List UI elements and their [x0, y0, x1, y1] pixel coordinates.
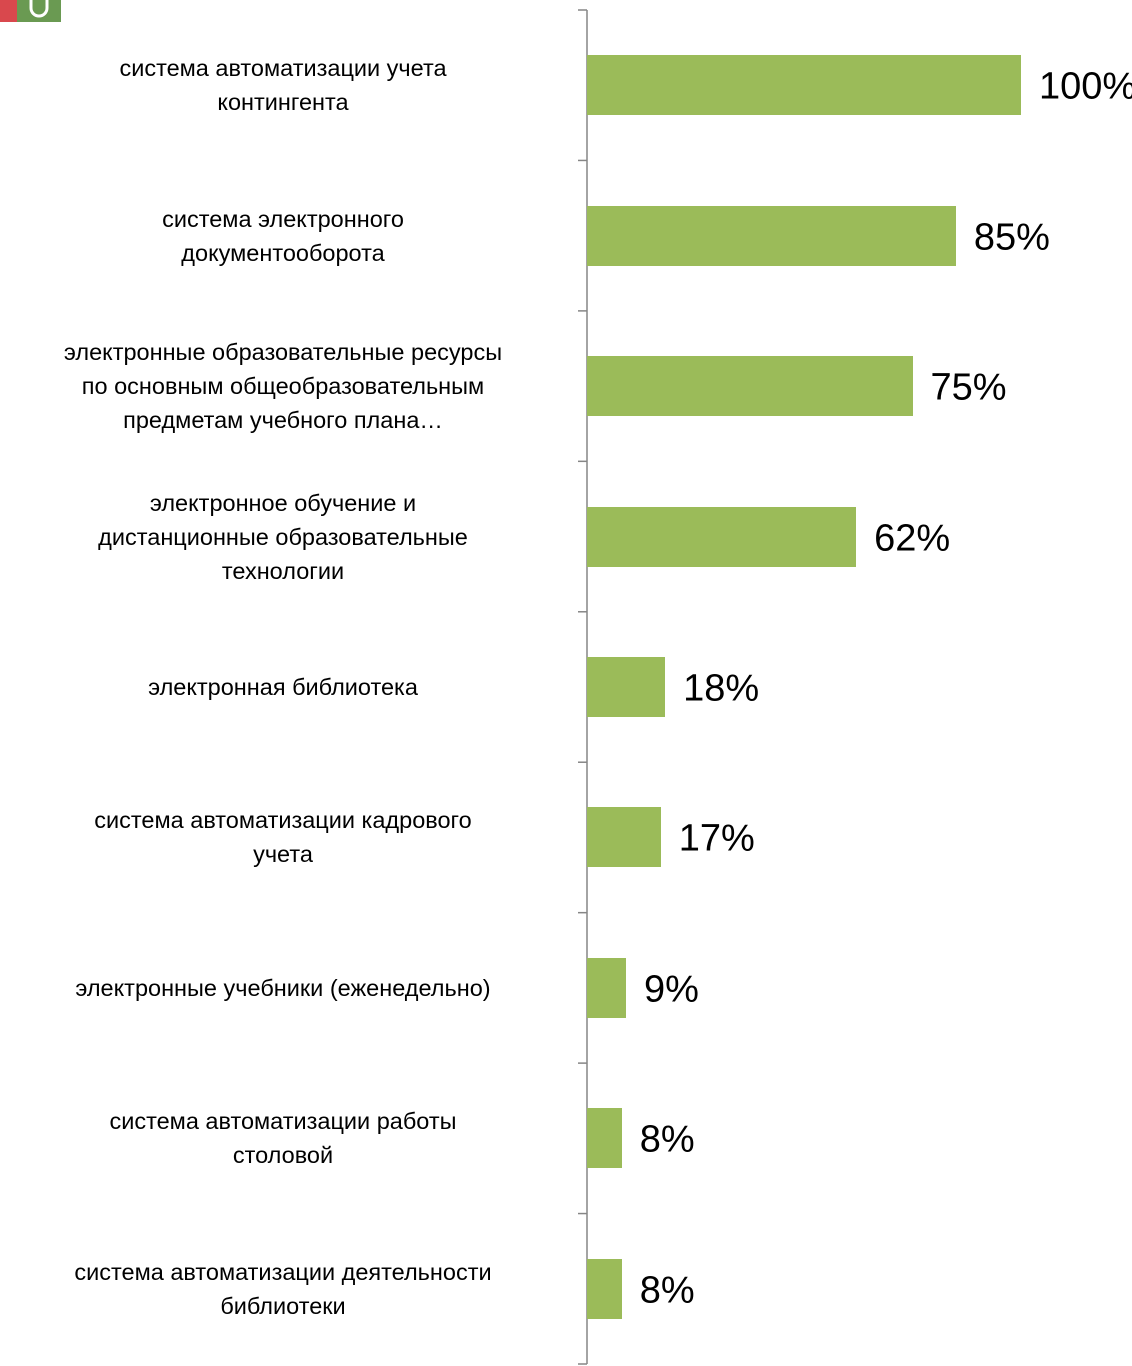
- value-label: 18%: [683, 667, 760, 710]
- category-label: электронная библиотека: [148, 674, 418, 700]
- bar: [587, 657, 666, 717]
- bar: [587, 1108, 622, 1169]
- logo-mark: [29, 0, 49, 18]
- logo-green: [17, 0, 61, 22]
- value-label: 75%: [930, 366, 1007, 409]
- bar: [587, 807, 661, 868]
- category-label: электронное обучение и дистанционные обр…: [98, 489, 468, 584]
- bar: [587, 55, 1021, 116]
- value-label: 8%: [639, 1118, 695, 1161]
- bar: [587, 1258, 622, 1319]
- category-label: система автоматизации работы столовой: [109, 1108, 457, 1169]
- category-label: система автоматизации кадрового учета: [94, 807, 472, 868]
- value-label: 9%: [644, 968, 699, 1011]
- category-label: система автоматизации деятельности библи…: [74, 1258, 492, 1319]
- value-label: 85%: [973, 216, 1050, 259]
- logo-red: [0, 0, 17, 22]
- value-label: 100%: [1039, 65, 1132, 108]
- bar: [587, 957, 627, 1018]
- bar: [587, 356, 913, 417]
- category-label: электронные образовательные ресурсы по о…: [63, 339, 503, 434]
- category-label: система автоматизации учета контингента: [119, 55, 447, 116]
- category-label: система электронного документооборота: [162, 205, 404, 266]
- value-label: 8%: [639, 1269, 695, 1312]
- bar: [587, 506, 857, 567]
- category-label: электронные учебники (еженедельно): [75, 974, 491, 1001]
- value-label: 62%: [874, 517, 951, 560]
- bar: [587, 205, 956, 266]
- value-label: 17%: [678, 817, 755, 860]
